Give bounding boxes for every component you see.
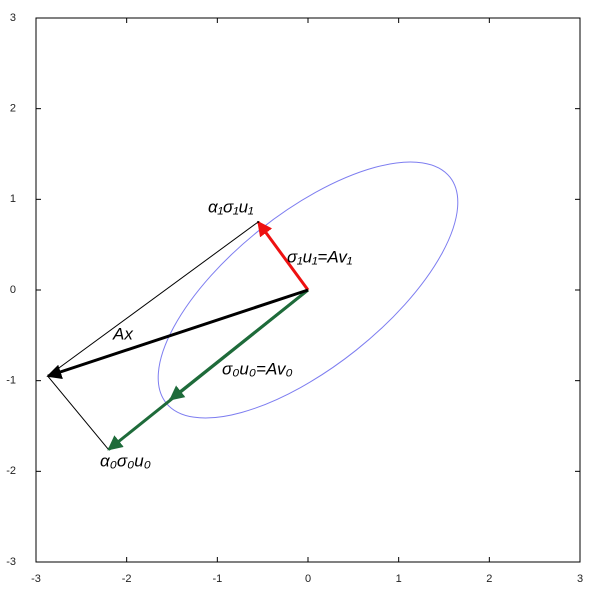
vector bbox=[169, 288, 309, 401]
x-tick-label: 0 bbox=[305, 573, 311, 585]
x-tick-label: -1 bbox=[212, 573, 222, 585]
parallelogram-side bbox=[47, 221, 259, 377]
vector-tip bbox=[257, 221, 260, 223]
vector-label: α₁σ₁u₁ bbox=[208, 197, 254, 216]
y-tick-label: -2 bbox=[6, 465, 16, 477]
vector-label: σ₀u₀=Av₀ bbox=[222, 359, 293, 378]
y-tick-label: 2 bbox=[10, 103, 16, 115]
y-tick-label: 1 bbox=[10, 193, 16, 205]
vector bbox=[256, 220, 310, 291]
x-tick-label: 1 bbox=[396, 573, 402, 585]
vector-label: σ₁u₁=Av₁ bbox=[287, 247, 352, 266]
x-tick-label: 3 bbox=[577, 573, 583, 585]
vector-label: Ax bbox=[112, 324, 133, 343]
y-tick-label: -1 bbox=[6, 375, 16, 387]
x-tick-label: -3 bbox=[31, 573, 41, 585]
vector bbox=[46, 288, 309, 380]
y-tick-label: -3 bbox=[6, 556, 16, 568]
vector-label: α₀σ₀u₀ bbox=[100, 451, 151, 470]
x-tick-label: -2 bbox=[122, 573, 132, 585]
y-tick-label: 3 bbox=[10, 12, 16, 24]
y-tick-label: 0 bbox=[10, 284, 16, 296]
parallelogram-side bbox=[47, 375, 109, 450]
x-tick-label: 2 bbox=[486, 573, 492, 585]
